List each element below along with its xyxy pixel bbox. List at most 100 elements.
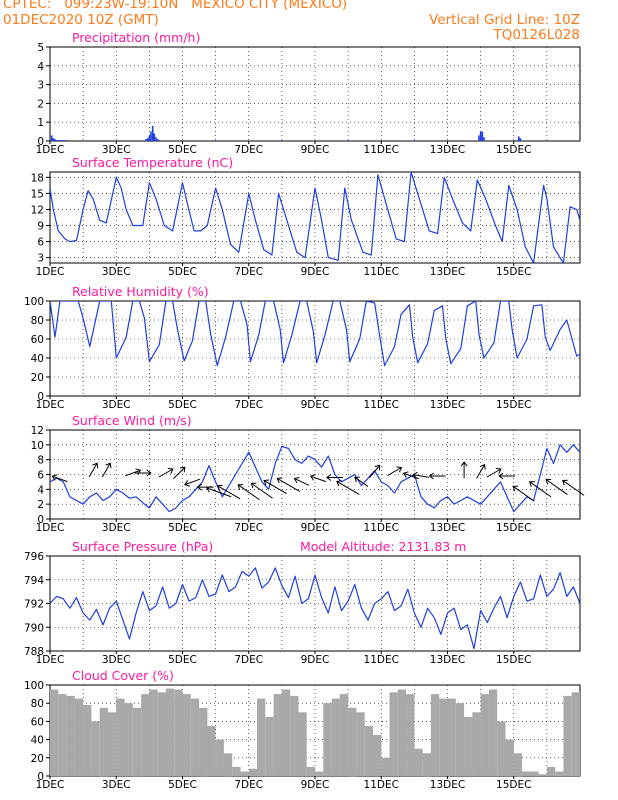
x-tick-label: 13DEC: [430, 779, 465, 791]
y-tick-label: 790: [24, 622, 44, 634]
panel-4: 788 790 792 794 796 1DEC 3DEC 5DEC 7DEC 9DEC 11DEC…: [24, 539, 581, 666]
bar: [149, 689, 158, 776]
bar: [563, 695, 572, 776]
x-tick-label: 5DEC: [168, 266, 197, 278]
wind-arrow-head: [479, 463, 486, 470]
y-tick-label: 8: [37, 455, 44, 467]
wind-arrow-icon: [196, 483, 214, 491]
x-tick-label: 15DEC: [496, 654, 531, 666]
bar: [298, 712, 307, 776]
x-tick-label: 1DEC: [36, 399, 65, 411]
bar: [156, 139, 159, 141]
y-tick-label: 0: [37, 391, 44, 403]
y-tick-label: 0: [37, 136, 44, 148]
wind-arrow-icon: [216, 484, 241, 500]
bar: [215, 739, 224, 776]
bar: [281, 689, 291, 776]
series-line: [50, 567, 580, 650]
wind-arrow-icon: [460, 461, 468, 479]
y-tick-label: 15: [31, 188, 44, 200]
series-line: [50, 301, 580, 367]
bar: [356, 712, 365, 776]
bar: [273, 694, 282, 776]
wind-arrow-head: [498, 472, 504, 480]
wind-arrow-head: [184, 480, 190, 487]
wind-arrow-icon: [205, 485, 232, 498]
bar: [124, 703, 133, 776]
wind-arrow-shaft: [529, 481, 552, 498]
bar: [479, 131, 482, 141]
bar: [116, 698, 125, 776]
wind-arrow-shaft: [294, 478, 310, 486]
panel-title: Surface Wind (m/s): [72, 413, 192, 428]
wind-arrow-head: [205, 485, 212, 493]
bar: [422, 753, 431, 777]
wind-arrow-head: [562, 479, 568, 486]
wind-arrow-head: [179, 466, 186, 473]
wind-arrow-shaft: [276, 477, 301, 492]
wind-arrow-icon: [173, 466, 186, 480]
bar: [364, 726, 373, 776]
y-tick-label: 3: [37, 80, 44, 92]
wind-arrow-icon: [293, 477, 310, 486]
bar: [190, 698, 200, 776]
bar: [323, 703, 332, 776]
x-tick-label: 11DEC: [364, 399, 399, 411]
y-tick-label: 6: [37, 470, 44, 482]
y-tick-label: 18: [31, 172, 44, 184]
wind-arrow-shaft: [125, 469, 141, 477]
x-tick-label: 5DEC: [168, 654, 197, 666]
wind-arrow-head: [146, 469, 152, 477]
x-tick-label: 1DEC: [36, 266, 65, 278]
series-line: [50, 172, 580, 263]
x-tick-label: 3DEC: [102, 654, 131, 666]
bar: [257, 698, 266, 776]
x-tick-label: 3DEC: [102, 779, 131, 791]
wind-arrow-shaft: [263, 480, 287, 495]
y-tick-label: 40: [31, 735, 44, 747]
wind-arrow-icon: [184, 478, 201, 487]
bar: [132, 707, 142, 777]
x-tick-label: 15DEC: [496, 779, 531, 791]
bar: [517, 136, 520, 141]
wind-arrow-head: [428, 472, 434, 480]
x-tick-label: 15DEC: [496, 266, 531, 278]
bar: [240, 771, 249, 776]
wind-arrow-icon: [51, 474, 68, 483]
wind-arrow-shaft: [101, 462, 111, 478]
wind-arrow-icon: [88, 462, 99, 478]
x-tick-label: 9DEC: [301, 266, 330, 278]
x-tick-label: 13DEC: [430, 144, 465, 156]
wind-arrow-shaft: [158, 468, 174, 478]
bar: [108, 712, 117, 776]
wind-arrow-shaft: [336, 480, 360, 495]
wind-arrow-head: [263, 479, 270, 486]
y-tick-label: 0: [37, 771, 44, 783]
bar: [145, 139, 147, 141]
x-tick-label: 3DEC: [102, 266, 131, 278]
x-tick-label: 5DEC: [168, 399, 197, 411]
bar: [483, 137, 485, 141]
panel-title: Relative Humidity (%): [72, 284, 209, 299]
bar: [155, 137, 157, 141]
bar: [62, 140, 65, 141]
bar: [488, 689, 498, 776]
bar: [281, 140, 283, 141]
bar: [158, 140, 161, 141]
panel-frame: [49, 46, 581, 142]
wind-arrow-icon: [476, 463, 486, 479]
y-tick-label: 4: [37, 61, 44, 73]
y-tick-label: 5: [37, 42, 44, 54]
bar: [481, 131, 484, 141]
bar: [505, 739, 514, 776]
wind-arrow-head: [402, 471, 409, 478]
header-date: 01DEC2020 10Z (GMT): [3, 12, 159, 28]
x-tick-label: 3DEC: [102, 522, 131, 534]
bar: [447, 698, 456, 776]
bar: [348, 707, 357, 777]
x-tick-label: 9DEC: [301, 522, 330, 534]
bar: [64, 140, 66, 141]
bar: [54, 139, 56, 141]
wind-arrow-shaft: [486, 468, 502, 478]
